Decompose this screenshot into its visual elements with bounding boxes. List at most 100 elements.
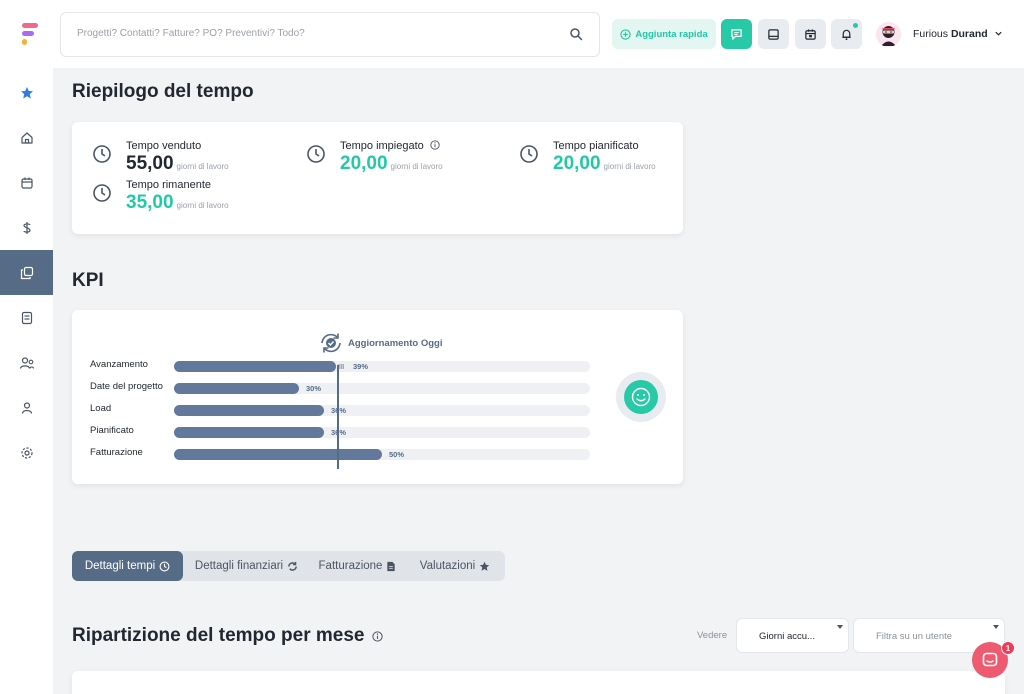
inbox-button[interactable] (758, 19, 789, 49)
sidebar-item-finance[interactable] (0, 205, 53, 250)
view-label: Vedere (697, 630, 728, 641)
star-icon (20, 86, 33, 98)
clock-icon (307, 145, 325, 163)
info-icon[interactable] (372, 630, 384, 642)
kpi-row-label: Fatturazione (90, 447, 143, 458)
breakdown-title-text: Ripartizione del tempo per mese (72, 625, 365, 646)
top-bar: Progetti? Contatti? Fatture? PO? Prevent… (0, 0, 1024, 68)
sidebar (0, 68, 53, 694)
avatar[interactable] (876, 22, 901, 47)
sidebar-item-contacts[interactable] (0, 340, 53, 385)
clock-icon (93, 184, 111, 202)
calendar-icon (20, 177, 33, 189)
tab-financial-details[interactable]: Dettagli finanziari (183, 551, 310, 581)
kpi-bar-track: III 39% (174, 361, 590, 372)
tab-invoicing[interactable]: Fatturazione (310, 551, 405, 581)
clock-icon (520, 145, 538, 163)
bell-icon (842, 29, 851, 40)
kpi-bar-fill (174, 449, 382, 460)
kpi-bar-track: 36% (174, 405, 590, 416)
stat-planned-label: Tempo pianificato (553, 140, 639, 152)
user-first-name: Furious (913, 28, 949, 40)
calendar-button[interactable] (795, 19, 826, 49)
kpi-bar-fill (174, 383, 299, 394)
calendar-refresh-icon (321, 333, 341, 353)
kpi-card: Aggiornamento Oggi Avanzamento III 39% Date… (72, 310, 683, 484)
kpi-bar-fill (174, 405, 324, 416)
sidebar-item-projects[interactable] (0, 250, 53, 295)
user-icon (21, 401, 32, 414)
sidebar-item-favorites[interactable] (0, 70, 53, 115)
chevron-down-icon[interactable] (994, 29, 1003, 38)
sidebar-item-invoices[interactable] (0, 295, 53, 340)
info-icon[interactable] (430, 140, 440, 150)
settings-icon (20, 446, 33, 459)
kpi-row-label: Date del progetto (90, 381, 163, 392)
plus-circle-icon (620, 28, 632, 40)
stat-remaining-value: 35,00 giorni di lavoro (126, 192, 229, 213)
stat-remaining-label: Tempo rimanente (126, 179, 211, 191)
kpi-bar-percent: 30% (306, 384, 322, 393)
kpi-bar-track: 50% (174, 449, 590, 460)
stat-spent-value: 20,00 giorni di lavoro (340, 153, 443, 174)
kpi-bar-percent: 50% (389, 450, 405, 459)
notifications-button[interactable] (831, 19, 862, 49)
stat-planned-value: 20,00 giorni di lavoro (553, 153, 656, 174)
caret-down-icon (993, 625, 999, 629)
sidebar-item-home[interactable] (0, 115, 53, 160)
kpi-title: KPI (72, 270, 104, 291)
chat-icon (731, 28, 742, 40)
search-icon[interactable] (569, 27, 583, 41)
sidebar-item-calendar[interactable] (0, 160, 53, 205)
kpi-row-label: Load (90, 403, 112, 414)
kpi-bar-fill (174, 427, 324, 438)
app-logo[interactable] (20, 22, 40, 46)
projects-icon (20, 266, 33, 279)
clock-icon (159, 561, 170, 571)
kpi-row-label: Avanzamento (90, 359, 148, 370)
view-select[interactable]: Giorni accu... (736, 618, 849, 653)
stat-sold-label: Tempo venduto (126, 140, 202, 152)
user-filter-placeholder: Filtra su un utente (876, 631, 953, 642)
breakdown-title: Ripartizione del tempo per mese (72, 625, 384, 647)
sidebar-item-settings[interactable] (0, 430, 53, 475)
kpi-bar-fill (174, 361, 336, 372)
search-input[interactable]: Progetti? Contatti? Fatture? PO? Prevent… (60, 12, 600, 57)
detail-tabs: Dettagli tempi Dettagli finanziari Fattu… (72, 551, 505, 581)
kpi-bar-track: 36% (174, 427, 590, 438)
caret-down-icon (837, 625, 843, 629)
today-marker: III (338, 362, 345, 371)
notification-dot (853, 23, 858, 28)
tab-time-details-label: Dettagli tempi (84, 560, 156, 572)
kpi-update: Aggiornamento Oggi (318, 332, 442, 354)
kpi-row: Avanzamento III 39% (90, 359, 590, 372)
sidebar-item-user[interactable] (0, 385, 53, 430)
quick-add-label: Aggiunta rapida (635, 28, 708, 40)
stat-sold-value: 55,00 giorni di lavoro (126, 153, 229, 174)
tab-financial-details-label: Dettagli finanziari (194, 560, 284, 572)
refresh-icon (288, 561, 298, 571)
user-filter-select[interactable]: Filtra su un utente (853, 618, 1005, 653)
tab-ratings[interactable]: Valutazioni (405, 551, 505, 581)
kpi-row: Load 36% (90, 403, 590, 416)
tab-invoicing-label: Fatturazione (318, 560, 383, 572)
dollar-icon (22, 221, 31, 234)
kpi-bar-percent: 39% (353, 362, 369, 371)
kpi-row: Fatturazione 50% (90, 447, 590, 460)
breakdown-card (72, 671, 1005, 694)
tab-ratings-label: Valutazioni (419, 560, 476, 572)
smiley-icon (631, 387, 651, 407)
home-icon (20, 131, 33, 144)
clock-icon (93, 145, 111, 163)
today-marker-line (337, 365, 339, 469)
chat-button[interactable] (721, 19, 752, 49)
time-summary-card: Tempo venduto 55,00 giorni di lavoro Temp… (72, 122, 683, 234)
user-name[interactable]: Furious Durand (913, 28, 988, 40)
calendar-check-icon (805, 28, 816, 40)
view-select-value: Giorni accu... (759, 631, 815, 642)
tab-time-details[interactable]: Dettagli tempi (72, 551, 183, 581)
kpi-row: Pianificato 36% (90, 425, 590, 438)
star-icon (479, 561, 490, 571)
quick-add-button[interactable]: Aggiunta rapida (612, 19, 716, 49)
search-placeholder: Progetti? Contatti? Fatture? PO? Prevent… (77, 28, 305, 39)
